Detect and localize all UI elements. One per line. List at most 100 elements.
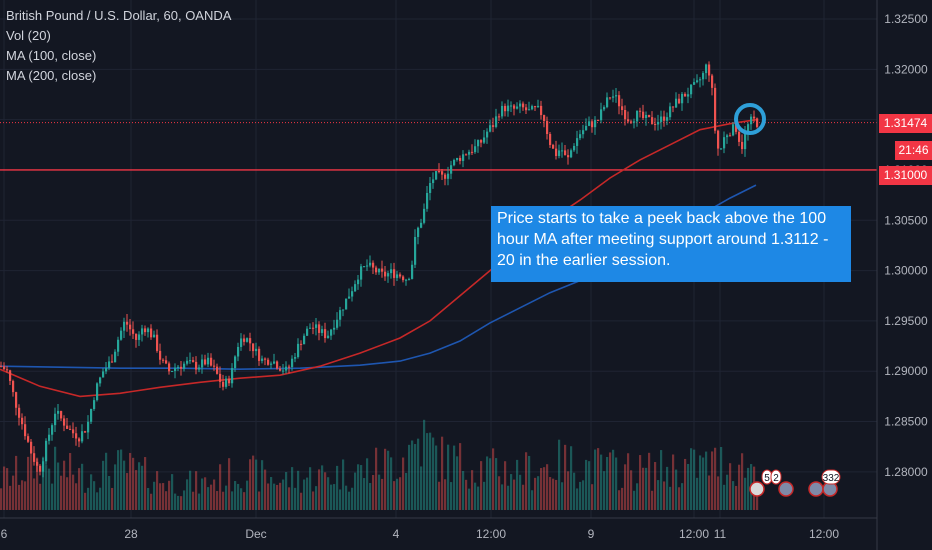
volume-bar xyxy=(264,469,267,510)
time-scale[interactable]: 6 28 Dec 4 12:00 9 12:00 11 12:00 xyxy=(1,527,840,541)
candle-body xyxy=(480,140,483,143)
candle-body xyxy=(75,433,78,439)
candle-body xyxy=(36,461,39,466)
candle-body xyxy=(429,183,432,193)
volume-bar xyxy=(24,481,27,510)
candle-body xyxy=(207,357,210,365)
time-tick-label: Dec xyxy=(245,527,266,541)
volume-bar xyxy=(666,466,669,510)
volume-bar xyxy=(189,470,192,510)
candle-body xyxy=(210,357,213,366)
price-tick-label: 1.29500 xyxy=(884,314,928,328)
volume-bar xyxy=(84,492,87,510)
volume-bar xyxy=(486,456,489,510)
candle-body xyxy=(366,265,369,267)
volume-bar xyxy=(342,459,345,510)
candle-body xyxy=(261,358,264,361)
volume-bar xyxy=(183,490,186,510)
volume-bar xyxy=(594,449,597,510)
volume-bar xyxy=(351,487,354,510)
candle-body xyxy=(336,319,339,328)
volume-bar xyxy=(519,474,522,510)
candle-body xyxy=(699,79,702,81)
volume-bar xyxy=(540,468,543,510)
volume-bar xyxy=(546,464,549,510)
volume-bar xyxy=(615,457,618,510)
candle-body xyxy=(339,310,342,320)
flag-us-icon xyxy=(749,481,765,497)
candle-body xyxy=(414,236,417,265)
candle-body xyxy=(186,360,189,364)
annotation-callout[interactable]: Price starts to take a peek back above t… xyxy=(491,206,851,282)
candle-body xyxy=(363,266,366,268)
volume-bar xyxy=(366,458,369,510)
candle-body xyxy=(183,363,186,369)
volume-bar xyxy=(738,464,741,510)
volume-bar xyxy=(561,482,564,510)
volume-bar xyxy=(198,493,201,510)
candle-body xyxy=(654,123,657,125)
volume-bar xyxy=(216,491,219,510)
candle-body xyxy=(519,103,522,107)
candle-body xyxy=(357,279,360,285)
candle-body xyxy=(165,360,168,364)
volume-bar xyxy=(306,477,309,510)
volume-bar xyxy=(624,464,627,510)
volume-bar xyxy=(333,484,336,510)
candle-body xyxy=(558,150,561,156)
candle-body xyxy=(57,410,60,414)
volume-bar xyxy=(411,440,414,510)
volume-bar xyxy=(72,474,75,510)
volume-bar xyxy=(663,481,666,510)
volume-bar xyxy=(111,487,114,510)
candle-body xyxy=(624,109,627,120)
volume-bar xyxy=(210,484,213,510)
candle-body xyxy=(705,64,708,74)
volume-bar xyxy=(381,478,384,510)
volume-bar xyxy=(126,473,129,510)
volume-bar xyxy=(639,455,642,510)
volume-bar xyxy=(408,444,411,510)
volume-bar xyxy=(618,490,621,510)
candle-body xyxy=(756,118,759,127)
candle-body xyxy=(591,121,594,128)
volume-bar xyxy=(174,493,177,510)
candle-body xyxy=(9,370,12,381)
volume-bar xyxy=(372,475,375,510)
volume-bar xyxy=(708,475,711,510)
candle-body xyxy=(132,329,135,334)
volume-bar xyxy=(471,470,474,510)
volume-bar xyxy=(87,487,90,510)
volume-bar xyxy=(3,466,6,510)
volume-bar xyxy=(465,479,468,510)
indicator-ma100[interactable]: MA (100, close) xyxy=(6,48,97,63)
candle-body xyxy=(330,329,333,336)
volume-bar xyxy=(324,472,327,510)
volume-bar xyxy=(606,456,609,510)
candle-body xyxy=(636,110,639,122)
volume-bar xyxy=(243,492,246,510)
volume-bar xyxy=(654,462,657,510)
indicator-ma200[interactable]: MA (200, close) xyxy=(6,68,97,83)
candle-body xyxy=(144,328,147,333)
volume-bar xyxy=(435,445,438,510)
volume-bar xyxy=(345,485,348,510)
volume-bar xyxy=(369,483,372,510)
volume-bar xyxy=(132,457,135,510)
candle-body xyxy=(30,441,33,454)
candle-body xyxy=(648,114,651,118)
price-tick-label: 1.30500 xyxy=(884,213,928,227)
candle-body xyxy=(393,269,396,278)
volume-bar xyxy=(363,478,366,510)
volume-bar xyxy=(114,464,117,510)
symbol-title[interactable]: British Pound / U.S. Dollar, 60, OANDA xyxy=(6,8,232,23)
candle-body xyxy=(423,208,426,223)
candle-body xyxy=(432,179,435,184)
candle-body xyxy=(345,298,348,310)
indicator-volume[interactable]: Vol (20) xyxy=(6,28,51,43)
candle-body xyxy=(126,321,129,325)
volume-bar xyxy=(504,461,507,510)
volume-bar xyxy=(261,460,264,510)
volume-bar xyxy=(120,449,123,510)
volume-bar xyxy=(402,457,405,510)
